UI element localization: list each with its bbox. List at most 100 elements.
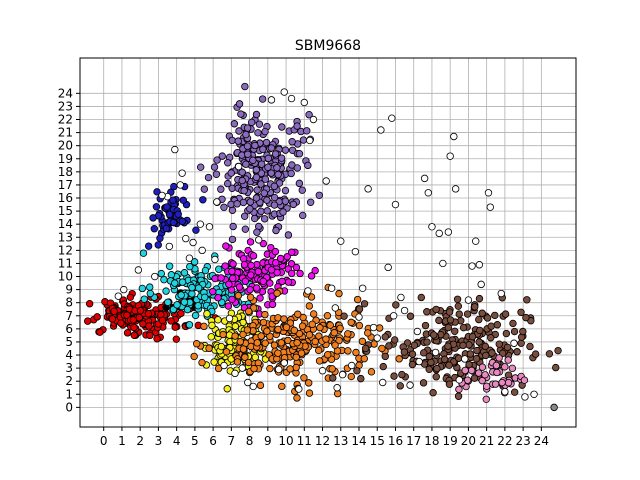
data-point xyxy=(397,293,405,302)
series-10 xyxy=(550,403,558,412)
data-point xyxy=(454,302,463,310)
data-point xyxy=(238,168,246,176)
x-tick-label: 5 xyxy=(191,434,199,448)
data-point xyxy=(129,316,137,324)
data-point xyxy=(185,254,194,262)
data-point xyxy=(171,279,179,287)
x-tick-label: 15 xyxy=(370,434,385,448)
data-point xyxy=(228,295,236,304)
data-point xyxy=(177,291,185,299)
data-point xyxy=(424,189,432,197)
data-point xyxy=(144,310,153,318)
data-point xyxy=(153,335,161,343)
data-point xyxy=(273,289,281,297)
data-point xyxy=(280,359,288,367)
data-point xyxy=(130,331,138,339)
data-point xyxy=(235,100,244,108)
data-point xyxy=(335,289,343,298)
data-point xyxy=(257,180,265,188)
data-point xyxy=(191,311,200,320)
data-point xyxy=(408,360,417,369)
y-tick-label: 13 xyxy=(58,230,73,244)
data-point xyxy=(222,242,230,250)
data-point xyxy=(239,198,248,207)
data-point xyxy=(510,388,519,396)
data-point xyxy=(263,327,271,335)
data-point xyxy=(246,238,255,246)
data-point xyxy=(423,308,431,316)
data-point xyxy=(207,333,215,341)
data-point xyxy=(318,367,327,375)
data-point xyxy=(238,364,246,372)
data-point xyxy=(508,364,517,373)
data-point xyxy=(154,241,162,249)
data-point xyxy=(435,316,443,325)
data-point xyxy=(176,181,184,189)
data-point xyxy=(304,287,312,295)
data-point xyxy=(367,368,376,376)
data-point xyxy=(156,234,164,242)
axes-frame xyxy=(79,57,577,428)
data-point xyxy=(267,266,276,274)
data-point xyxy=(251,141,259,150)
data-point xyxy=(85,300,94,308)
data-point xyxy=(491,311,499,320)
data-point xyxy=(198,358,206,367)
data-point xyxy=(478,376,486,385)
data-point xyxy=(475,369,483,377)
data-point xyxy=(455,385,463,394)
data-point xyxy=(259,318,268,327)
data-point xyxy=(165,210,174,219)
data-point xyxy=(287,94,296,103)
x-axis-ticks: 0 1 2 3 4 5 6 7 8 9 10 11 12 13 14 15 16 17 18 19 20 21 22 23 24 xyxy=(100,427,549,448)
data-point xyxy=(377,126,385,134)
data-point xyxy=(164,298,172,306)
data-point xyxy=(178,278,187,286)
data-point xyxy=(238,176,246,185)
data-point xyxy=(224,302,233,310)
data-point xyxy=(268,300,277,309)
y-tick-label: 21 xyxy=(58,126,73,140)
data-point xyxy=(223,179,232,188)
x-tick-label: 14 xyxy=(351,434,366,448)
data-point xyxy=(242,160,250,168)
data-point xyxy=(423,338,431,346)
data-point xyxy=(182,234,190,243)
data-point xyxy=(417,293,425,302)
data-point xyxy=(287,260,296,268)
data-point xyxy=(351,247,360,256)
data-point xyxy=(136,306,145,315)
x-tick-label: 8 xyxy=(246,434,254,448)
data-point xyxy=(273,164,281,172)
data-point xyxy=(200,185,209,193)
data-point xyxy=(108,315,117,323)
series-0 xyxy=(144,182,207,250)
data-point xyxy=(454,354,463,362)
data-point xyxy=(475,261,484,269)
data-point xyxy=(263,196,271,204)
data-point xyxy=(446,152,454,160)
data-point xyxy=(227,169,235,177)
data-point xyxy=(167,271,176,279)
data-point xyxy=(361,344,370,353)
data-point xyxy=(482,382,491,391)
data-point xyxy=(217,342,226,351)
data-point xyxy=(420,349,428,357)
data-point xyxy=(253,228,261,236)
data-point xyxy=(292,353,300,361)
data-point xyxy=(288,138,296,146)
data-point xyxy=(444,342,452,350)
data-point xyxy=(338,370,347,379)
data-point xyxy=(244,358,253,367)
data-point xyxy=(384,263,392,272)
data-point xyxy=(264,154,273,163)
series-5 xyxy=(209,238,319,318)
data-point xyxy=(287,169,295,178)
x-tick-label: 19 xyxy=(443,434,458,448)
data-point xyxy=(531,350,540,358)
data-point xyxy=(225,314,234,323)
data-point xyxy=(545,350,554,358)
data-point xyxy=(267,96,276,104)
data-point xyxy=(278,382,286,391)
data-point xyxy=(322,177,330,185)
